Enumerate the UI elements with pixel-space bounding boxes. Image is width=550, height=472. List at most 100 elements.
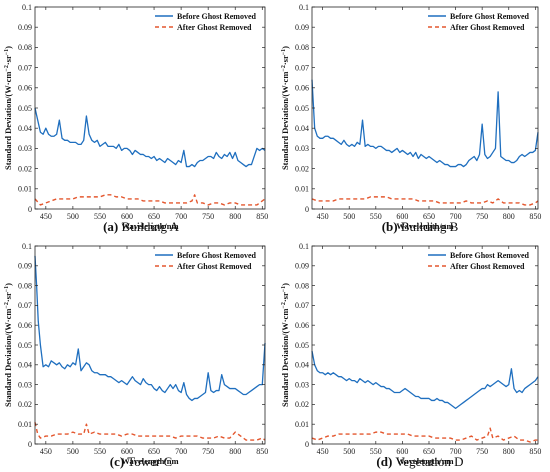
- y-tick-label: 0.09: [295, 262, 309, 271]
- x-tick-label: 600: [121, 447, 133, 456]
- legend-label-before: Before Ghost Removed: [450, 251, 530, 260]
- y-axis-label: Standard Deviation/(W·cm−2·sr−1): [3, 283, 13, 407]
- x-tick-label: 650: [423, 447, 435, 456]
- series-line-before: [311, 79, 539, 168]
- x-tick-label: 700: [450, 447, 462, 456]
- x-tick-label: 800: [229, 447, 241, 456]
- y-tick-label: 0.01: [18, 185, 32, 194]
- panel-caption-letter: (c): [110, 454, 124, 469]
- y-axis-label-superscript: −2: [281, 302, 287, 308]
- legend-label-after: After Ghost Removed: [450, 262, 525, 271]
- x-tick-label: 550: [370, 212, 382, 221]
- panel-caption-letter: (a): [103, 219, 118, 234]
- x-tick-label: 750: [476, 212, 488, 221]
- y-tick-label: 0.09: [295, 23, 309, 32]
- y-tick-label: 0.07: [18, 63, 32, 72]
- legend-label-after: After Ghost Removed: [450, 23, 525, 32]
- y-tick-label: 0.03: [295, 380, 309, 389]
- x-tick-label: 800: [503, 212, 515, 221]
- panel-caption: (b) Building B: [382, 219, 459, 234]
- series-line-after: [34, 194, 266, 206]
- x-tick-label: 550: [94, 447, 106, 456]
- chart-panel-1: 0 0.01 0.02 0.03 0.04 0.05 0.06 0.07 0.08 0.09 0.1…: [3, 3, 268, 234]
- y-tick-label: 0: [28, 205, 32, 214]
- panel-caption-title: Tower C: [124, 454, 172, 469]
- y-tick-label: 0.09: [18, 23, 32, 32]
- y-tick-label: 0.08: [295, 43, 309, 52]
- x-tick-label: 450: [40, 447, 52, 456]
- y-tick-label: 0.06: [18, 84, 32, 93]
- y-axis-label-text: ·sr: [3, 292, 13, 302]
- panel-caption-title: Vegetation D: [392, 454, 463, 469]
- x-tick-label: 500: [343, 447, 355, 456]
- panel-caption-title: Building B: [398, 219, 459, 234]
- panel-caption-title: Building A: [118, 219, 179, 234]
- y-tick-label: 0.02: [295, 400, 309, 409]
- x-tick-label: 800: [503, 447, 515, 456]
- y-axis-label-text: Standard Deviation/(W·cm: [280, 72, 290, 170]
- x-tick-label: 700: [175, 447, 187, 456]
- x-tick-label: 500: [343, 212, 355, 221]
- y-tick-label: 0: [28, 440, 32, 449]
- x-tick-label: 850: [256, 447, 268, 456]
- y-tick-label: 0.02: [18, 400, 32, 409]
- x-axis-label: Wavelength/nm: [396, 221, 453, 231]
- legend-label-after: After Ghost Removed: [177, 262, 252, 271]
- series-line-before: [34, 107, 266, 168]
- plot-frame: [34, 245, 266, 445]
- y-tick-label: 0.07: [18, 301, 32, 310]
- y-tick-label: 0.06: [18, 321, 32, 330]
- x-tick-label: 650: [148, 212, 160, 221]
- series-line-after: [311, 427, 538, 443]
- y-tick-label: 0.02: [18, 164, 32, 173]
- y-tick-label: 0.01: [295, 420, 309, 429]
- plot-frame: [34, 6, 266, 210]
- y-axis-label-superscript: −2: [4, 302, 10, 308]
- x-tick-label: 600: [121, 212, 133, 221]
- y-axis-label-text: ): [280, 46, 290, 49]
- x-tick-label: 500: [67, 212, 79, 221]
- chart-panel-4: 0 0.01 0.02 0.03 0.04 0.05 0.06 0.07 0.08 0.09 0.1…: [280, 242, 541, 469]
- x-axis-label: Wavelength/nm: [121, 456, 178, 466]
- y-tick-label: 0.04: [18, 361, 32, 370]
- y-axis-label-superscript: −1: [4, 49, 10, 55]
- y-tick-label: 0.03: [18, 144, 32, 153]
- x-tick-label: 750: [476, 447, 488, 456]
- y-tick-label: 0.07: [295, 301, 309, 310]
- panel-caption: (d) Vegetation D: [376, 454, 463, 469]
- y-tick-label: 0.07: [295, 63, 309, 72]
- y-tick-label: 0.1: [299, 242, 309, 251]
- plot-frame: [311, 6, 539, 210]
- y-tick-label: 0.06: [295, 321, 309, 330]
- y-tick-label: 0: [305, 205, 309, 214]
- y-axis-label-superscript: −2: [281, 65, 287, 71]
- y-axis-label-text: Standard Deviation/(W·cm: [280, 309, 290, 407]
- y-tick-label: 0.1: [299, 3, 309, 12]
- x-tick-label: 850: [529, 447, 541, 456]
- panel-caption-letter: (b): [382, 219, 398, 234]
- y-tick-label: 0.06: [295, 84, 309, 93]
- y-tick-label: 0.05: [295, 341, 309, 350]
- y-axis-label-superscript: −1: [281, 49, 287, 55]
- x-tick-label: 700: [175, 212, 187, 221]
- x-axis-label: Wavelength/nm: [121, 221, 178, 231]
- y-tick-label: 0.02: [295, 164, 309, 173]
- x-tick-label: 450: [317, 447, 329, 456]
- y-axis-label-text: ·sr: [3, 55, 13, 65]
- y-tick-label: 0.05: [295, 104, 309, 113]
- x-axis-label: Wavelength/nm: [396, 456, 453, 466]
- x-tick-label: 750: [202, 212, 214, 221]
- x-tick-label: 450: [317, 212, 329, 221]
- plot-frame: [311, 245, 539, 445]
- y-axis-label-text: ): [3, 283, 13, 286]
- panel-caption-letter: (d): [376, 454, 392, 469]
- y-tick-label: 0.05: [18, 104, 32, 113]
- y-axis-label: Standard Deviation/(W·cm−2·sr−1): [3, 46, 13, 170]
- y-tick-label: 0.05: [18, 341, 32, 350]
- y-axis-label-text: ·sr: [280, 55, 290, 65]
- y-axis-label-superscript: −1: [281, 286, 287, 292]
- series-line-before: [34, 255, 266, 402]
- y-tick-label: 0.08: [18, 281, 32, 290]
- y-tick-label: 0.09: [18, 262, 32, 271]
- y-axis-label-text: ·sr: [280, 292, 290, 302]
